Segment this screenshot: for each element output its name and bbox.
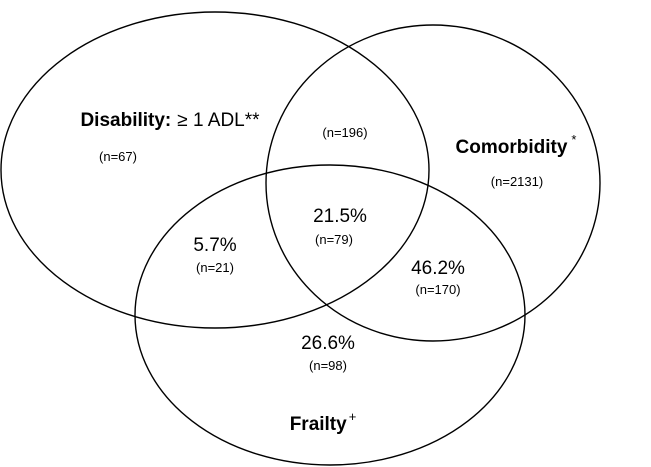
set-name: Disability:	[80, 110, 171, 131]
frailty-circle	[134, 164, 526, 466]
region-percent: 21.5%	[313, 206, 367, 227]
frailty-label: Frailty +	[290, 409, 357, 435]
disability-label: Disability: ≥ 1 ADL**	[80, 110, 260, 131]
set-mark: +	[349, 409, 357, 424]
region-count: (n=79)	[315, 232, 353, 247]
region-percent: 5.7%	[193, 235, 236, 256]
region-count: (n=21)	[196, 260, 234, 275]
comorbidity-circle	[265, 24, 601, 342]
set-name: Frailty	[290, 414, 347, 435]
set-mark: *	[571, 132, 576, 147]
region-count: (n=196)	[322, 125, 367, 140]
disability-circle	[0, 11, 430, 329]
region-count: (n=98)	[309, 358, 347, 373]
set-qualifier: ≥ 1 ADL**	[177, 110, 260, 131]
comorbidity-label: Comorbidity *	[456, 132, 577, 158]
set-count: (n=67)	[99, 149, 137, 164]
set-name: Comorbidity	[456, 137, 568, 158]
region-percent: 26.6%	[301, 333, 355, 354]
region-count: (n=170)	[415, 282, 460, 297]
set-count: (n=2131)	[491, 174, 543, 189]
region-percent: 46.2%	[411, 258, 465, 279]
